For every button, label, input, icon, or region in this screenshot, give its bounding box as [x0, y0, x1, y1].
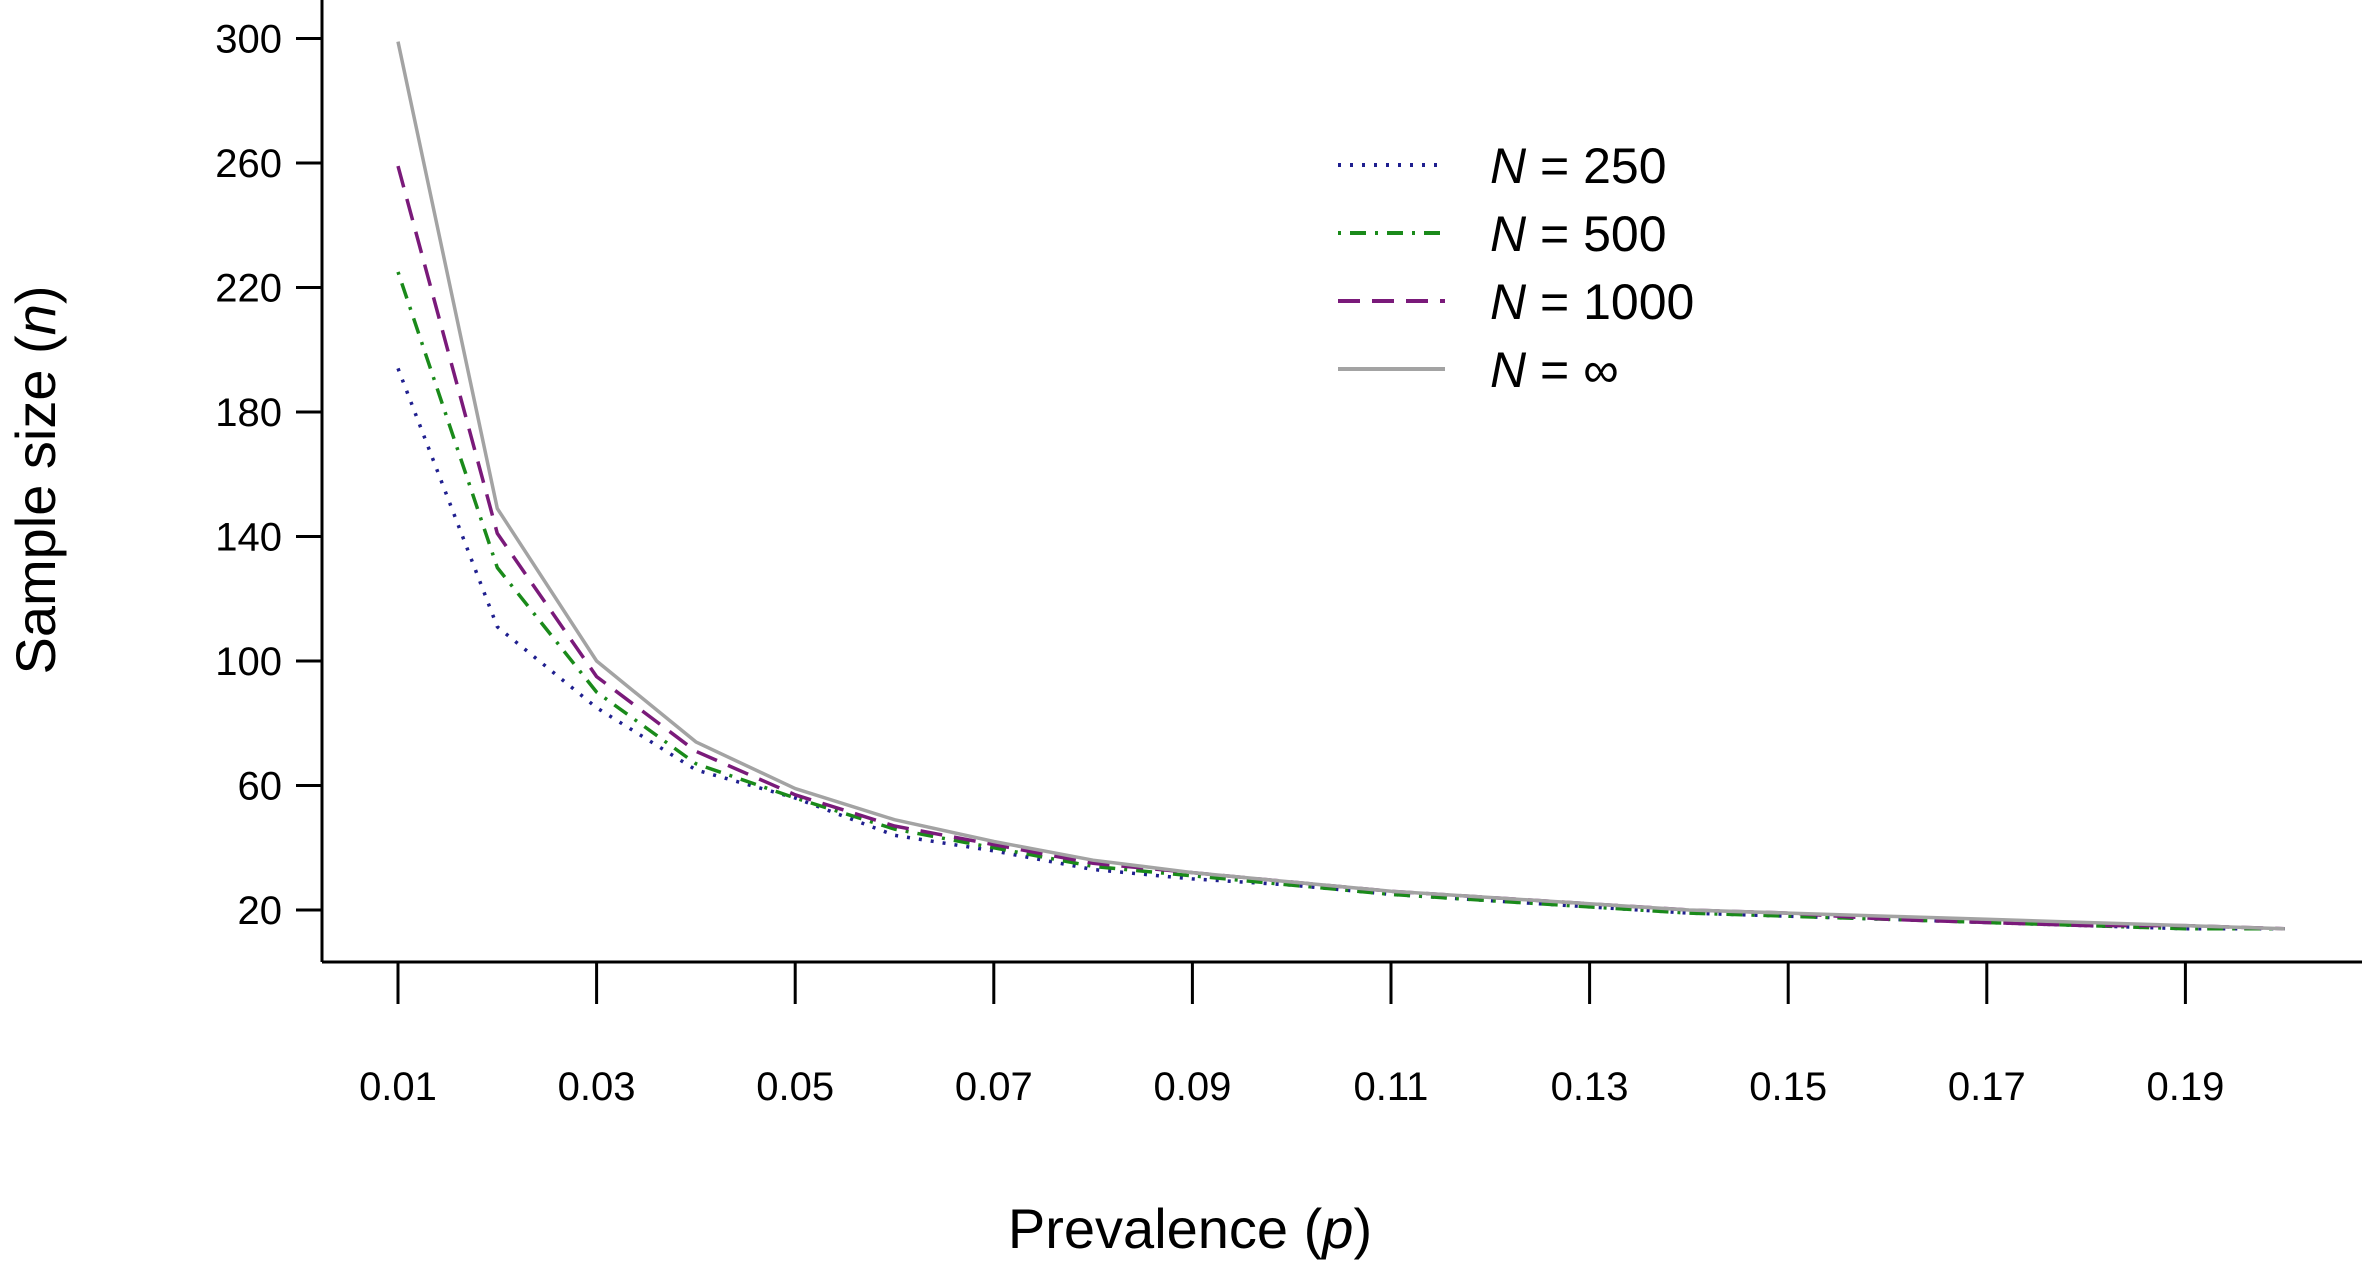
x-tick-label: 0.07 — [955, 1065, 1033, 1109]
y-tick-label: 220 — [215, 267, 282, 311]
plot-area — [320, 0, 2362, 964]
y-tick-label: 180 — [215, 391, 282, 435]
series-line-4 — [396, 41, 2285, 931]
x-tick-label: 0.05 — [756, 1065, 834, 1109]
y-axis-title: Sample size (n) — [4, 285, 67, 674]
y-tick-label: 20 — [238, 889, 283, 933]
series-lines — [396, 41, 2285, 931]
series-line-2 — [396, 271, 2285, 931]
legend-label-2: N = 500 — [1490, 206, 1667, 262]
x-tick-label: 0.03 — [558, 1065, 636, 1109]
y-tick-label: 140 — [215, 516, 282, 560]
x-axis-title: Prevalence (p) — [1008, 1197, 1372, 1260]
x-tick-label: 0.17 — [1948, 1065, 2026, 1109]
y-tick-label: 260 — [215, 142, 282, 186]
y-tick-label: 300 — [215, 18, 282, 62]
legend-label-3: N = 1000 — [1490, 274, 1694, 330]
legend-label-4: N = ∞ — [1490, 342, 1619, 398]
x-tick-label: 0.19 — [2146, 1065, 2224, 1109]
x-tick-label: 0.11 — [1354, 1065, 1429, 1109]
x-tick-label: 0.15 — [1749, 1065, 1827, 1109]
series-line-1 — [396, 367, 2285, 931]
legend: N = 250 N = 500 N = 1000 N = ∞ — [1338, 138, 1694, 398]
x-tick-label: 0.13 — [1551, 1065, 1629, 1109]
x-tick-label: 0.01 — [359, 1065, 437, 1109]
y-axis-ticks: 20 60 100 140 180 220 260 300 — [215, 18, 322, 933]
y-tick-label: 100 — [215, 640, 282, 684]
x-tick-label: 0.09 — [1153, 1065, 1231, 1109]
x-axis-ticks: 0.01 0.03 0.05 0.07 0.09 0.11 0.13 0.15 0.17 0.19 — [359, 962, 2224, 1109]
y-tick-label: 60 — [238, 765, 283, 809]
series-line-3 — [396, 165, 2285, 931]
legend-label-1: N = 250 — [1490, 138, 1667, 194]
